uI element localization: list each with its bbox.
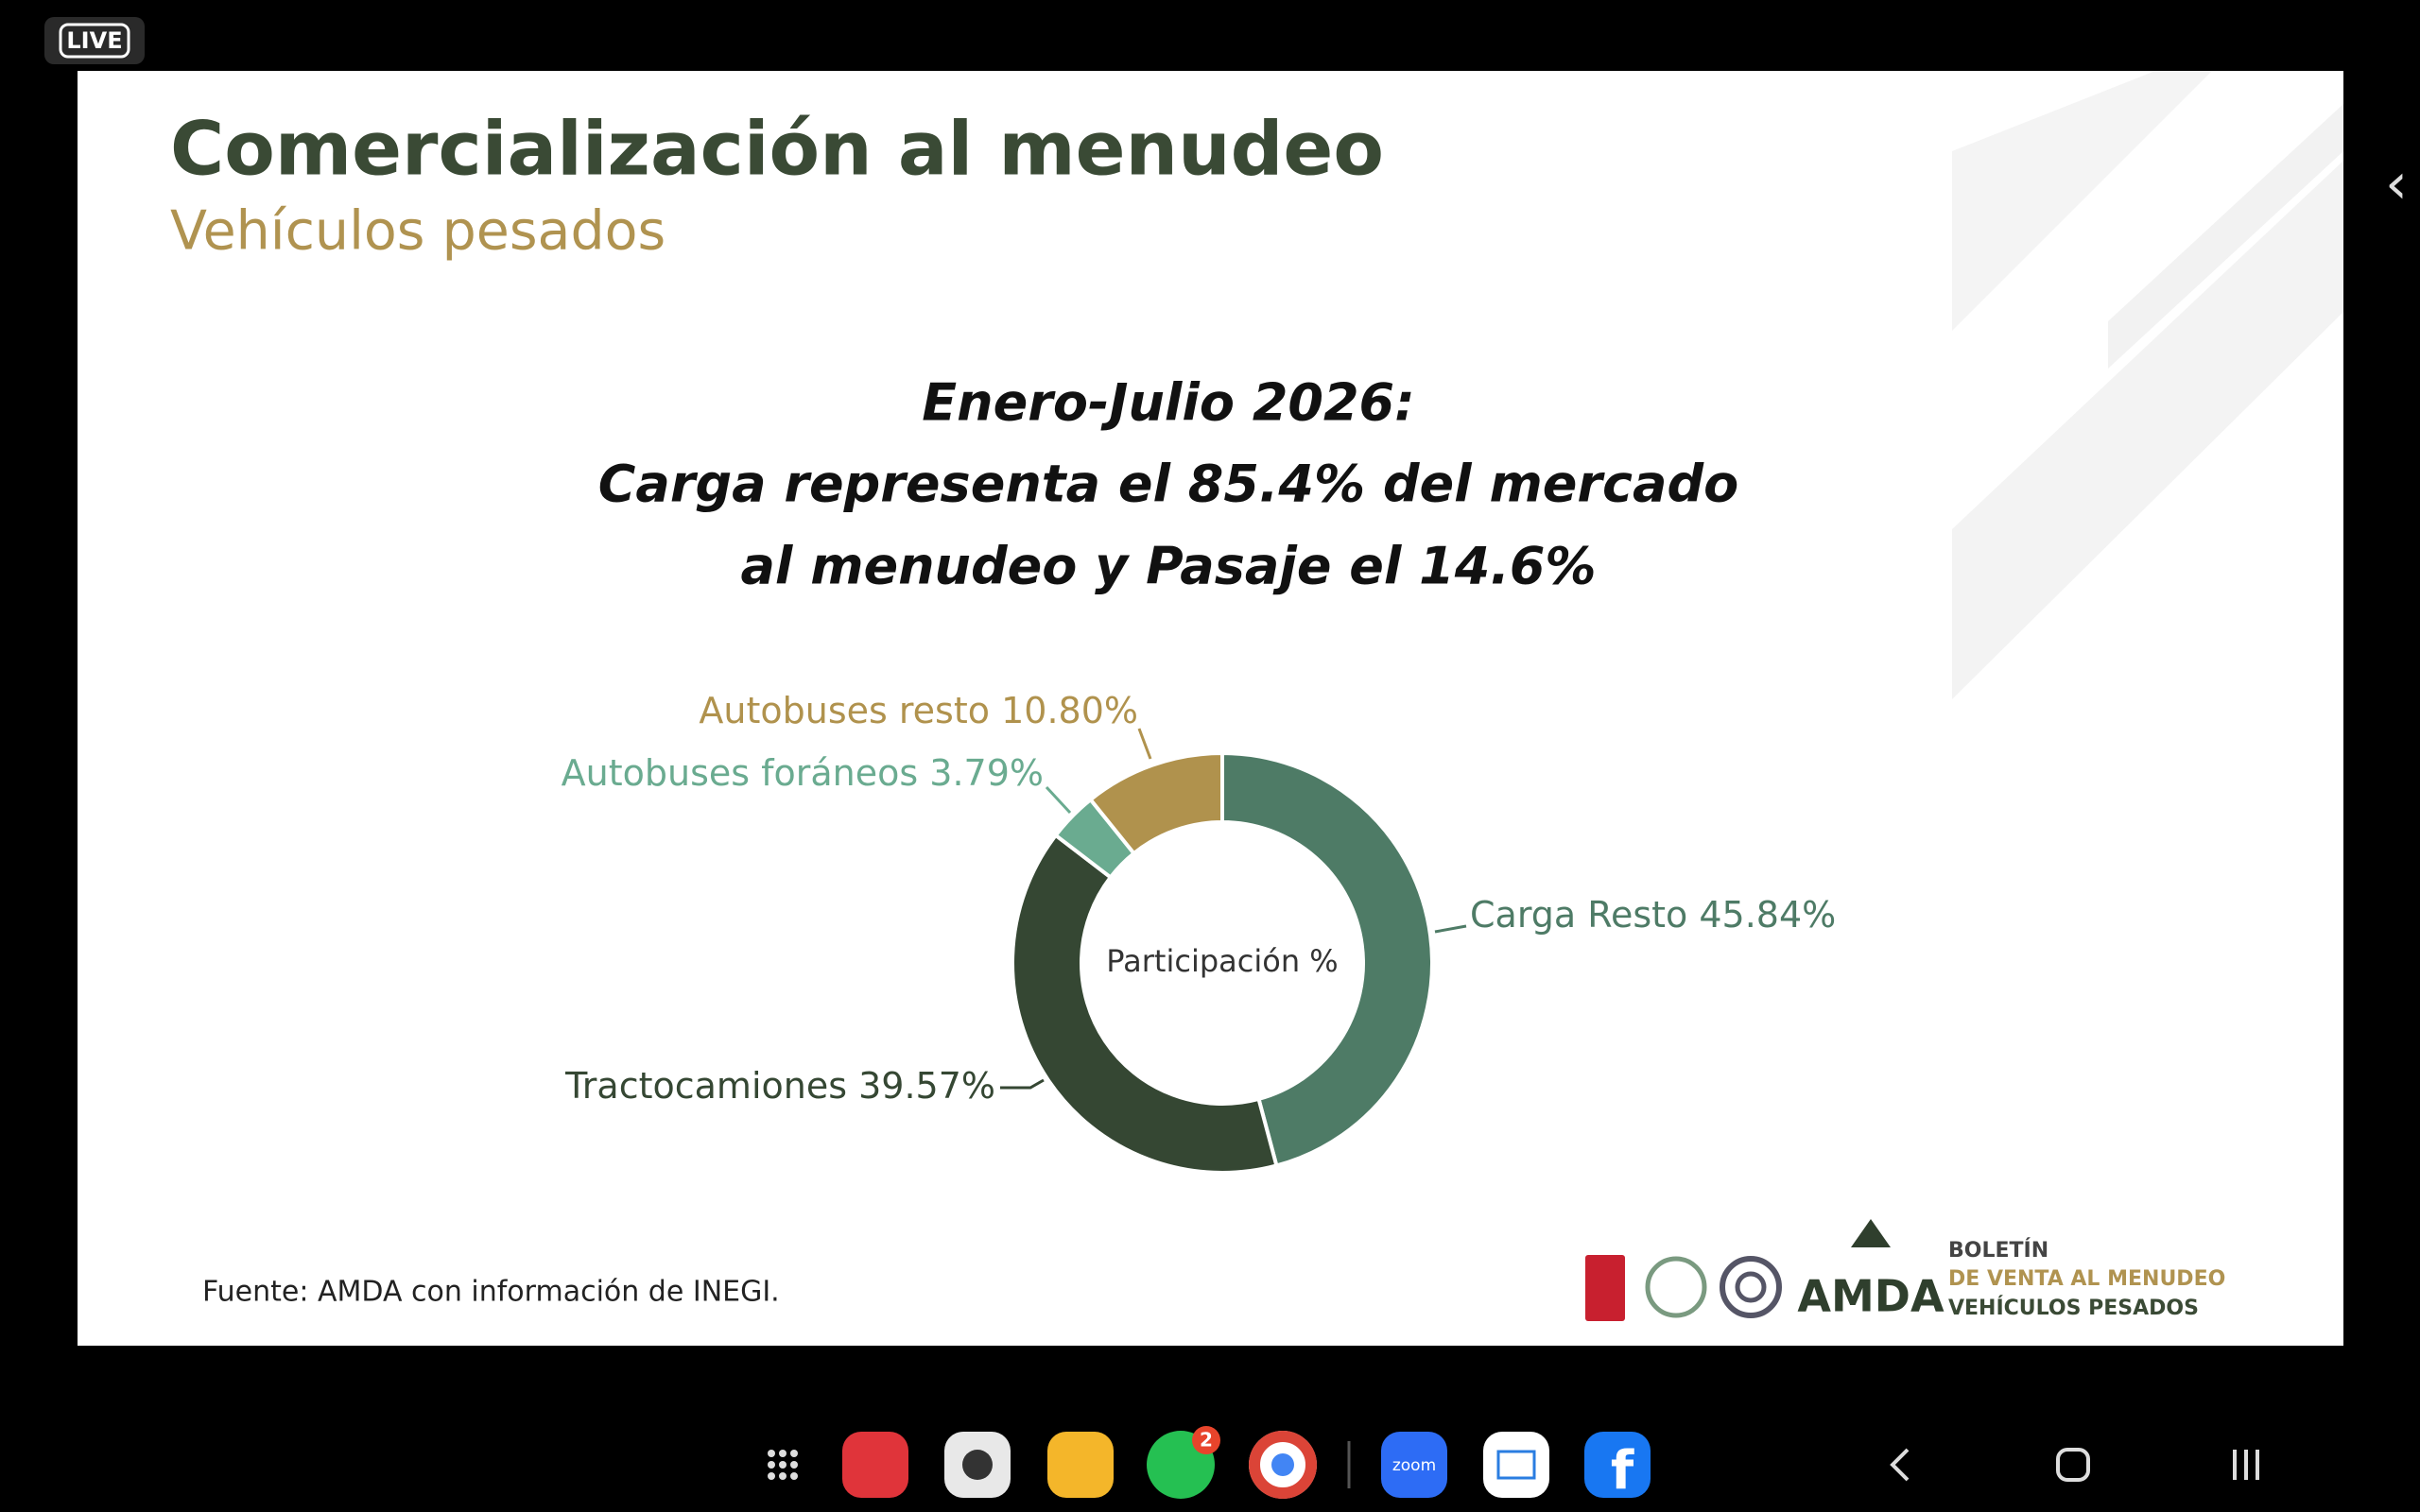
source: Fuente: AMDA con información de INEGI.	[202, 1276, 780, 1309]
slice-label: Autobuses resto 10.80%	[699, 690, 1138, 731]
value-label: 10.80%	[1001, 690, 1138, 731]
live-badge-frame	[59, 23, 130, 59]
slice-label: Carga Resto 45.84%	[1470, 894, 1836, 936]
heading-line: Enero-Julio 2026:	[922, 373, 1414, 433]
taskbar: 2 zoom f	[768, 1426, 2259, 1502]
chrome-ring	[1249, 1431, 1317, 1499]
camera-lens	[962, 1450, 993, 1480]
decor	[1952, 161, 2343, 699]
side-arrow[interactable]: ‹	[2385, 151, 2408, 217]
badge-count: 2	[1200, 1429, 1213, 1452]
nav-recents[interactable]	[2233, 1450, 2259, 1480]
donut-slice	[1011, 833, 1279, 1175]
apps-dot	[790, 1450, 798, 1457]
leader-line	[1000, 1078, 1045, 1090]
logo-line: VEHÍCULOS PESADOS	[1948, 1296, 2199, 1320]
cert-logo	[1645, 1256, 1707, 1318]
value-label: 39.57%	[858, 1065, 995, 1107]
apps-dot	[768, 1472, 775, 1480]
value-label: 3.79%	[929, 752, 1044, 794]
cert-logo	[1735, 1271, 1767, 1303]
app-icon[interactable]	[1381, 1432, 1447, 1498]
category-label: Tractocamiones	[564, 1065, 858, 1107]
cert-logo	[1720, 1256, 1782, 1318]
slice-label: Tractocamiones 39.57%	[564, 1065, 995, 1107]
category-label: Autobuses resto	[699, 690, 1001, 731]
app-icon[interactable]	[842, 1432, 908, 1498]
gptw-logo	[1585, 1255, 1625, 1321]
leader-line	[1137, 728, 1152, 760]
decor	[1952, 71, 2212, 331]
leader-line	[1434, 924, 1467, 934]
category-label: Autobuses foráneos	[562, 752, 930, 794]
app-icon[interactable]	[1584, 1432, 1651, 1498]
amda-mark	[1851, 1219, 1891, 1247]
donut-slice	[1087, 750, 1224, 856]
slice-label: Autobuses foráneos 3.79%	[562, 752, 1044, 794]
apps-dot	[779, 1450, 786, 1457]
slide-subtitle: Vehículos pesados	[170, 200, 666, 263]
apps-dot	[790, 1472, 798, 1480]
center-label: Participación %	[1106, 943, 1338, 979]
live-badge-bg	[44, 17, 145, 64]
app-icon[interactable]	[1483, 1432, 1549, 1498]
fb-glyph: f	[1611, 1440, 1634, 1502]
heading-line: Carga representa el 85.4% del mercado	[598, 455, 1738, 514]
chrome-center	[1271, 1453, 1294, 1476]
apps-dot	[779, 1461, 786, 1469]
apps-dot	[790, 1461, 798, 1469]
nav-home[interactable]	[2056, 1448, 2090, 1482]
logo-line: BOLETÍN	[1948, 1238, 2048, 1263]
apps-dot	[768, 1461, 775, 1469]
nav-back[interactable]	[1890, 1448, 1910, 1482]
app-icon[interactable]	[1047, 1432, 1114, 1498]
logo-line: DE VENTA AL MENUDEO	[1948, 1267, 2225, 1291]
apps-dot	[779, 1472, 786, 1480]
heading-line: al menudeo y Pasaje el 14.6%	[740, 537, 1596, 596]
zoom-label: zoom	[1392, 1456, 1436, 1475]
donut-chart: Carga Resto 45.84% Tractocamiones 39.57% A…	[562, 690, 1836, 1175]
mail-glyph	[1496, 1450, 1536, 1480]
badge	[1192, 1426, 1220, 1454]
slide-title: Comercialización al menudeo	[170, 107, 1384, 192]
leader-line	[1045, 785, 1072, 815]
donut-slice	[1220, 750, 1434, 1168]
amda-brand: AMDA	[1797, 1271, 1945, 1322]
category-label: Carga Resto	[1470, 894, 1699, 936]
live-badge: LIVE	[66, 27, 122, 54]
decor	[2108, 104, 2343, 369]
apps-dot	[768, 1450, 775, 1457]
value-label: 45.84%	[1699, 894, 1836, 936]
